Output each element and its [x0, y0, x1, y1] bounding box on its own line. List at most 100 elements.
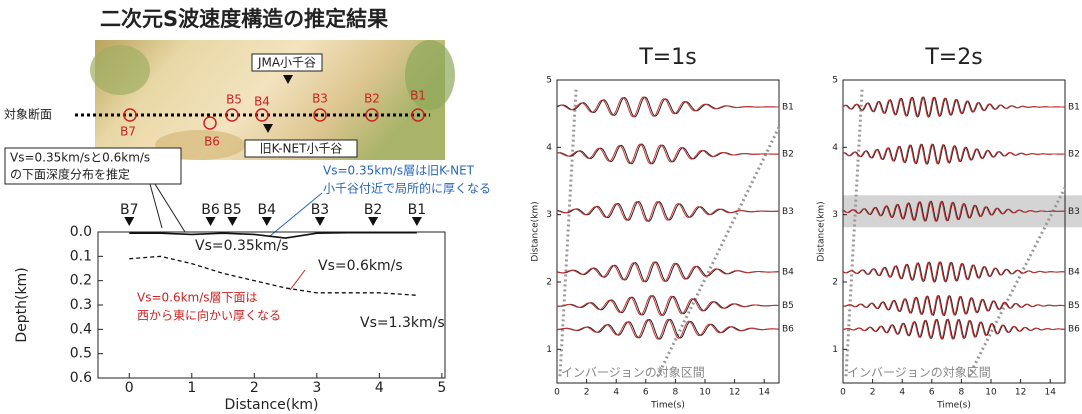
y-tick-label: 3: [832, 210, 838, 220]
x-tick-label: 2: [584, 388, 590, 398]
station-label: B5: [223, 202, 242, 218]
y-axis-label: Distance(km): [531, 201, 541, 261]
trace-label: B4: [1068, 267, 1080, 277]
arrow: [150, 184, 162, 228]
y-tick-label: 0.3: [70, 297, 92, 313]
station-label: B3: [312, 92, 328, 106]
station-marker: [262, 217, 272, 226]
layer-label: Vs=1.3km/s: [360, 315, 445, 331]
trace-label: B1: [1068, 102, 1080, 112]
x-tick-label: 6: [929, 388, 935, 398]
y-tick-label: 0.1: [70, 248, 92, 264]
y-tick-label: 3: [546, 210, 552, 220]
y-tick-label: 4: [832, 143, 838, 153]
waveform: [557, 296, 779, 316]
trace-label: B1: [782, 102, 794, 112]
x-tick-label: 10: [699, 388, 711, 398]
knet-label: 旧K-NET小千谷: [260, 142, 343, 156]
plot-frame: [557, 80, 779, 383]
y-tick-label: 5: [832, 76, 838, 86]
x-tick-label: 8: [673, 388, 679, 398]
arrow: [155, 184, 185, 232]
station-label: B7: [120, 125, 136, 139]
x-tick-label: 3: [312, 380, 321, 396]
annotation: インバージョンの対象区間: [847, 366, 991, 380]
x-tick-label: 0: [125, 380, 134, 396]
station-label: B3: [311, 202, 330, 218]
x-axis-label: Time(s): [650, 401, 685, 411]
station-marker: [315, 217, 325, 226]
y-tick-label: 4: [546, 143, 552, 153]
waveform: [843, 319, 1065, 339]
x-tick-label: 10: [985, 388, 997, 398]
x-tick-label: 0: [554, 388, 560, 398]
waveform: [557, 262, 779, 282]
station-label: B4: [254, 95, 270, 109]
x-axis-label: Time(s): [936, 401, 971, 411]
station-marker: [227, 217, 237, 226]
y-tick-label: 1: [546, 345, 552, 355]
section-label: 対象断面: [4, 107, 52, 122]
y-tick-label: 1: [832, 345, 838, 355]
station-label: B6: [201, 202, 220, 218]
guide-line: [560, 87, 576, 377]
trace-label: B6: [782, 325, 794, 335]
station-label: B5: [226, 93, 242, 107]
y-tick-label: 2: [546, 278, 552, 288]
figure-title: 二次元S波速度構造の推定結果: [100, 7, 388, 31]
station-label: B4: [258, 202, 277, 218]
layer-label: Vs=0.35km/s: [195, 238, 289, 254]
trace-label: B3: [782, 207, 794, 217]
x-tick-label: 0: [840, 388, 846, 398]
x-tick-label: 4: [375, 380, 384, 396]
y-axis-label: Depth(km): [14, 267, 30, 342]
waveform: [843, 296, 1065, 316]
x-tick-label: 12: [1015, 388, 1026, 398]
annotation: 小千谷付近で局所的に厚くなる: [323, 181, 491, 196]
station-label: B1: [408, 202, 427, 218]
annotation: の下面深度分布を推定: [10, 167, 130, 182]
station-label: B2: [364, 92, 380, 106]
x-tick-label: 14: [758, 388, 770, 398]
jma-label: JMA小千谷: [257, 56, 316, 70]
station-marker: [124, 217, 134, 226]
terrain-patch: [90, 45, 150, 95]
y-tick-label: 0.2: [70, 273, 92, 289]
x-tick-label: 12: [729, 388, 740, 398]
x-tick-label: 2: [250, 380, 259, 396]
y-tick-label: 0.6: [70, 370, 92, 386]
station-label: B7: [120, 202, 139, 218]
station-marker: [368, 217, 378, 226]
panel-title: T=2s: [924, 45, 982, 70]
annotation: Vs=0.35km/sと0.6km/s: [10, 151, 150, 165]
y-axis-label: Distance(km): [817, 201, 827, 261]
layer-label: Vs=0.6km/s: [318, 258, 403, 274]
annotation: Vs=0.6km/s層下面は: [137, 291, 258, 305]
guide-line: [658, 127, 779, 376]
trace-label: B2: [1068, 150, 1080, 160]
x-tick-label: 5: [437, 380, 446, 396]
station-marker: [412, 217, 422, 226]
station-label: B6: [204, 135, 220, 149]
x-tick-label: 4: [613, 388, 619, 398]
station-marker: [206, 217, 216, 226]
waveform: [557, 319, 779, 339]
figure: 二次元S波速度構造の推定結果 対象断面 JMA小千谷 旧K-NET小千谷 Vs=…: [0, 0, 1082, 414]
x-tick-label: 6: [643, 388, 649, 398]
guide-line: [846, 87, 862, 377]
y-tick-label: 0.4: [70, 321, 92, 337]
trace-label: B6: [1068, 325, 1080, 335]
annotation: 西から東に向かい厚くなる: [137, 308, 281, 323]
x-tick-label: 2: [870, 388, 876, 398]
trace-label: B2: [782, 150, 794, 160]
station-label: B1: [410, 89, 426, 103]
annotation: Vs=0.35km/s層は旧K-NET: [323, 164, 475, 178]
trace-label: B5: [782, 301, 794, 311]
trace-label: B5: [1068, 301, 1080, 311]
x-axis-label: Distance(km): [225, 397, 319, 413]
y-tick-label: 0.0: [70, 224, 92, 240]
x-tick-label: 14: [1044, 388, 1056, 398]
y-tick-label: 0.5: [70, 346, 92, 362]
x-tick-label: 4: [899, 388, 905, 398]
arrow: [290, 270, 305, 290]
